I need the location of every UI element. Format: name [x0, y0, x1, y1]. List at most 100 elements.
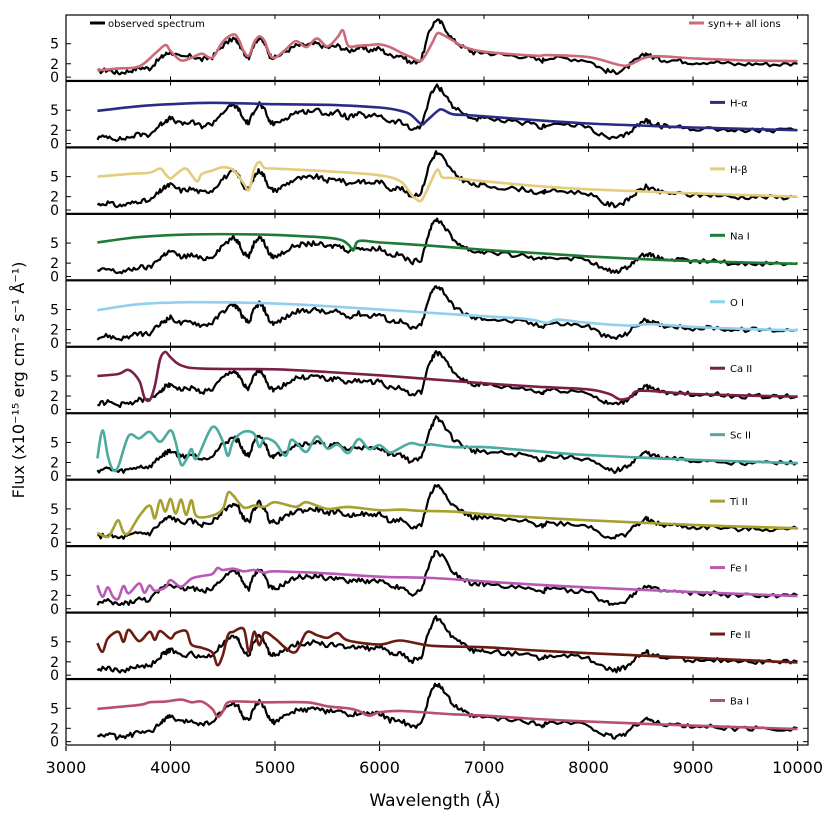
y-tick-label: 0 [50, 469, 59, 485]
observed-spectrum-line [96, 150, 798, 209]
model-line-ba-i [97, 698, 798, 731]
y-tick-label: 2 [50, 655, 59, 671]
x-axis-label: Wavelength (Å) [369, 789, 500, 811]
panel-ca-ii: 02 5 Ca II [50, 346, 809, 418]
observed-spectrum-line [97, 350, 798, 409]
y-tick-label: 2 [50, 522, 59, 538]
legend-label-h: H-β [730, 165, 748, 176]
panel-frame [65, 280, 809, 347]
y-tick-label: 0 [50, 602, 59, 618]
panel-ba-i: 02 5 Ba I [50, 678, 809, 751]
y-tick-label: 5 [50, 435, 59, 451]
y-tick-label: 5 [50, 303, 59, 319]
observed-spectrum-line [96, 615, 798, 674]
observed-spectrum-line [97, 484, 799, 540]
model-line-na-i [97, 232, 798, 266]
y-tick-label: 0 [50, 535, 59, 551]
x-axis: 3000 4000 5000 6000 7000 8000 9000 10000 [46, 746, 823, 777]
model-line-h [97, 101, 798, 132]
observed-spectrum-line [96, 285, 798, 342]
y-tick-label: 5 [50, 37, 59, 53]
y-tick-label: 2 [50, 256, 59, 272]
panel-frame [65, 80, 809, 148]
panel-frame [65, 678, 809, 746]
x-tick-label: 4000 [150, 758, 191, 777]
panel-frame [65, 14, 809, 82]
y-tick-label: 0 [50, 203, 59, 219]
y-tick-label: 2 [50, 57, 59, 73]
panel-frame [65, 479, 809, 547]
y-tick-label: 0 [50, 402, 59, 418]
panel-fe-i: 02 5 Fe I [50, 546, 809, 618]
panel-frame [65, 413, 809, 480]
panel-sc-ii: 02 5 Sc II [50, 413, 809, 485]
legend-label-observed: observed spectrum [108, 19, 205, 30]
x-tick-label: 8000 [568, 758, 609, 777]
panel-h: 02 5 H-β [50, 147, 809, 219]
y-tick-label: 0 [50, 735, 59, 751]
legend-label-fe-i: Fe I [730, 564, 748, 575]
model-line-fe-ii [96, 626, 798, 667]
legend-label-fe-ii: Fe II [730, 630, 750, 641]
legend-label-na-i: Na I [730, 231, 750, 242]
observed-spectrum-line [96, 217, 798, 275]
panel-frame [65, 147, 809, 214]
panel-frame [65, 612, 809, 680]
model-line-h [97, 160, 798, 203]
observed-spectrum-line [96, 550, 799, 607]
y-tick-label: 5 [50, 369, 59, 385]
legend-label-syn-all-ions: syn++ all ions [708, 19, 781, 30]
panel-na-i: 02 5 Na I [50, 213, 809, 285]
x-tick-label: 9000 [673, 758, 714, 777]
legend-label-o-i: O I [730, 298, 744, 309]
y-tick-label: 5 [50, 103, 59, 119]
panel-frame [65, 213, 809, 281]
y-tick-label: 5 [50, 568, 59, 584]
observed-spectrum-line [96, 682, 798, 741]
y-tick-label: 0 [50, 668, 59, 684]
y-tick-label: 5 [50, 635, 59, 651]
legend-label-ca-ii: Ca II [730, 364, 752, 375]
y-tick-label: 0 [50, 70, 59, 86]
panel-fe-ii: 02 5 Fe II [50, 612, 809, 684]
y-tick-label: 5 [50, 170, 59, 186]
panel-ti-ii: 02 5 Ti II [50, 479, 809, 551]
legend-label-ba-i: Ba I [730, 696, 749, 707]
legend-label-ti-ii: Ti II [729, 497, 748, 508]
y-tick-label: 0 [50, 336, 59, 352]
model-line-syn-all-ions [97, 28, 798, 72]
y-tick-label: 2 [50, 721, 59, 737]
y-tick-label: 2 [50, 455, 59, 471]
model-line-ca-ii [97, 350, 798, 403]
model-line-fe-i [96, 566, 798, 601]
y-tick-label: 5 [50, 502, 59, 518]
y-tick-label: 2 [50, 323, 59, 339]
legend-label-h: H-α [730, 98, 748, 109]
model-line-ti-ii [96, 490, 798, 539]
y-tick-label: 2 [50, 389, 59, 405]
observed-spectrum-line [96, 83, 798, 143]
y-tick-label: 5 [50, 236, 59, 252]
y-axis-label: Flux (x10⁻¹⁵ erg cm⁻² s⁻¹ Å⁻¹) [9, 262, 28, 499]
y-tick-label: 2 [50, 123, 59, 139]
y-tick-label: 2 [50, 588, 59, 604]
panel-h: 02 5 H-α [50, 80, 809, 153]
x-tick-label: 3000 [46, 758, 87, 777]
y-tick-label: 5 [50, 701, 59, 717]
model-line-sc-ii [96, 425, 798, 473]
x-tick-label: 7000 [464, 758, 505, 777]
y-tick-label: 0 [50, 137, 59, 153]
legend-label-sc-ii: Sc II [730, 431, 751, 442]
observed-spectrum-line [97, 18, 798, 76]
x-tick-label: 5000 [255, 758, 296, 777]
panel-syn-all-ions: 02 5 observed spectrum syn++ all ions [50, 14, 809, 86]
x-tick-label: 6000 [359, 758, 400, 777]
panel-o-i: 02 5 O I [50, 280, 809, 352]
panel-frame [65, 346, 809, 414]
x-tick-label: 10000 [772, 758, 823, 777]
model-line-o-i [97, 300, 798, 332]
y-tick-label: 0 [50, 269, 59, 285]
y-tick-label: 2 [50, 190, 59, 206]
